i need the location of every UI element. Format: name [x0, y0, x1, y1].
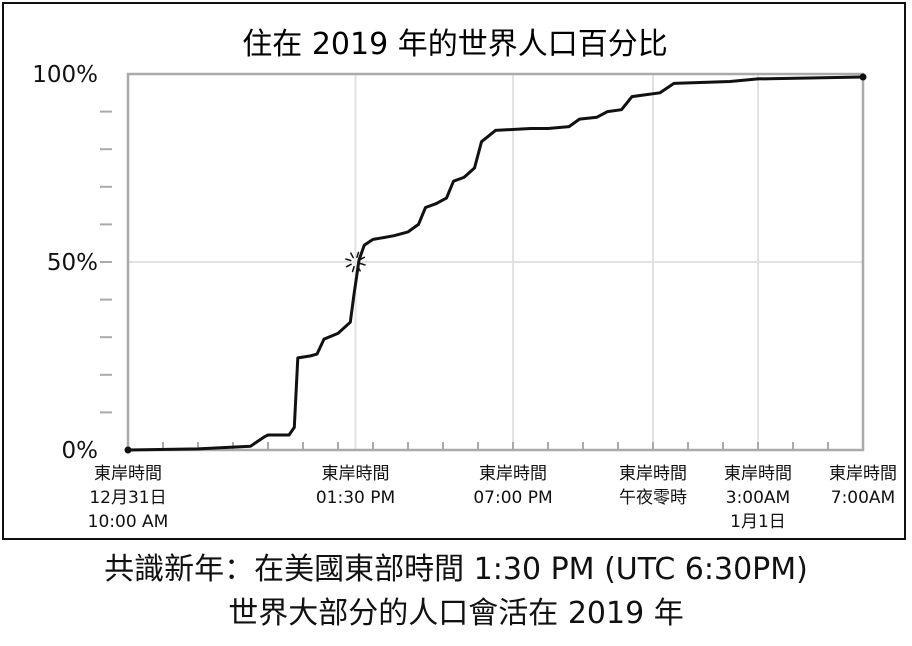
crossing-burst-ray [359, 256, 366, 261]
chart-title: 住在 2019 年的世界人口百分比 [242, 27, 667, 62]
x-tick-label-line: 東岸時間 [322, 464, 390, 484]
x-tick-label-5: 東岸時間 7:00AM [829, 464, 897, 508]
start-point [124, 446, 132, 454]
x-tick-label-2: 東岸時間 07:00 PM [473, 464, 552, 508]
crossing-burst-ray [359, 262, 366, 266]
x-tick-label-line: 東岸時間 [724, 464, 792, 484]
x-tick-label-line: 東岸時間 [829, 464, 897, 484]
x-tick-label-line: 01:30 PM [316, 488, 395, 508]
x-tick-label-line: 7:00AM [831, 488, 895, 508]
x-tick-label-line: 東岸時間 [619, 464, 687, 484]
crossing-burst-ray [357, 265, 361, 272]
plot-area-border [126, 72, 865, 452]
y-tick-label-2: 100% [32, 62, 98, 88]
x-tick-label-line: 12月31日 [89, 488, 166, 508]
chart-plot: 住在 2019 年的世界人口百分比 0% 50% 100% 東岸時間 12月31日 10… [32, 27, 897, 532]
crossing-burst-ray [350, 252, 354, 259]
crossing-burst-ray [351, 266, 355, 273]
population-line [126, 75, 865, 452]
x-tick-label-line: 07:00 PM [473, 488, 552, 508]
crossing-burst-ray [356, 251, 360, 258]
x-tick-label-line: 東岸時間 [94, 464, 162, 484]
y-tick-label-1: 50% [47, 250, 98, 276]
x-tick-label-3: 東岸時間午夜零時 [619, 464, 687, 508]
caption-line-2: 世界大部分的人口會活在 2019 年 [228, 596, 684, 631]
x-tick-label-1: 東岸時間 01:30 PM [316, 464, 395, 508]
x-tick-label-line: 10:00 AM [88, 512, 169, 532]
crossing-burst-ray [345, 263, 352, 268]
crossing-burst-ray [345, 258, 352, 262]
x-tick-label-4: 東岸時間 3:00AM 1月1日 [724, 464, 792, 532]
x-tick-label-line: 3:00AM [726, 488, 790, 508]
end-point [859, 73, 867, 81]
comic-caption: 共識新年：在美國東部時間 1:30 PM (UTC 6:30PM) 世界大部分的… [0, 548, 912, 636]
y-tick-label-0: 0% [62, 438, 99, 464]
x-tick-label-line: 午夜零時 [619, 488, 687, 508]
caption-line-1: 共識新年：在美國東部時間 1:30 PM (UTC 6:30PM) [104, 552, 808, 587]
x-tick-label-line: 1月1日 [730, 512, 786, 532]
x-tick-label-0: 東岸時間 12月31日 10:00 AM [88, 464, 169, 532]
x-tick-label-line: 東岸時間 [479, 464, 547, 484]
